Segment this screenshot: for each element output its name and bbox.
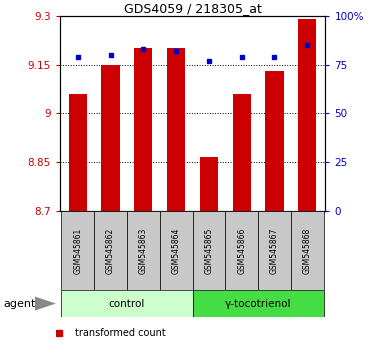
Bar bbox=[167, 48, 185, 211]
Text: transformed count: transformed count bbox=[75, 328, 166, 338]
Bar bbox=[225, 211, 258, 290]
Title: GDS4059 / 218305_at: GDS4059 / 218305_at bbox=[124, 2, 261, 15]
Text: GSM545865: GSM545865 bbox=[204, 227, 213, 274]
Text: control: control bbox=[109, 298, 145, 309]
Bar bbox=[192, 290, 324, 317]
Text: GSM545867: GSM545867 bbox=[270, 227, 279, 274]
Text: GSM545861: GSM545861 bbox=[73, 227, 82, 274]
Text: GSM545862: GSM545862 bbox=[106, 227, 115, 274]
Text: GSM545868: GSM545868 bbox=[303, 227, 312, 274]
Bar bbox=[134, 48, 152, 211]
Bar bbox=[160, 211, 192, 290]
Bar bbox=[69, 94, 87, 211]
Bar bbox=[61, 290, 192, 317]
Text: GSM545863: GSM545863 bbox=[139, 227, 148, 274]
Bar bbox=[102, 65, 119, 211]
Text: agent: agent bbox=[4, 298, 36, 309]
Text: GSM545866: GSM545866 bbox=[237, 227, 246, 274]
Bar bbox=[298, 19, 316, 211]
Bar bbox=[192, 211, 225, 290]
Bar bbox=[233, 94, 251, 211]
Bar bbox=[127, 211, 160, 290]
Polygon shape bbox=[35, 296, 56, 311]
Bar bbox=[258, 211, 291, 290]
Bar bbox=[291, 211, 324, 290]
Text: γ-tocotrienol: γ-tocotrienol bbox=[225, 298, 291, 309]
Text: GSM545864: GSM545864 bbox=[172, 227, 181, 274]
Bar bbox=[61, 211, 94, 290]
Bar bbox=[266, 71, 283, 211]
Bar bbox=[94, 211, 127, 290]
Bar bbox=[200, 157, 218, 211]
